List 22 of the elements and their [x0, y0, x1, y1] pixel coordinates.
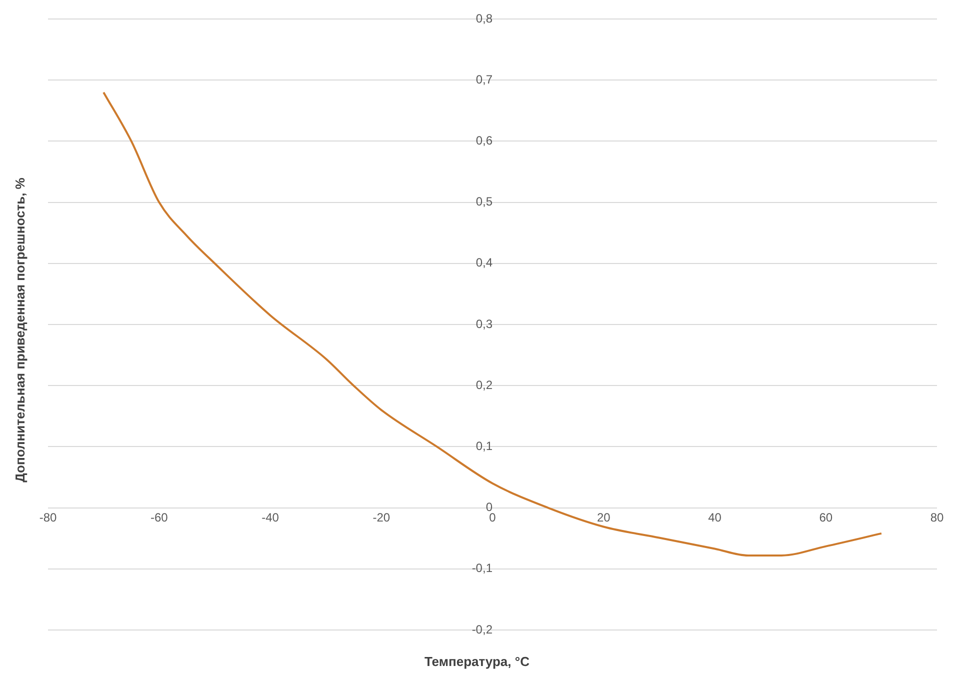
y-tick-label: 0,6 — [476, 134, 493, 148]
y-tick-label: -0,1 — [472, 561, 493, 576]
y-tick-label: 0,4 — [476, 256, 493, 270]
y-axis-title: Дополнительная приведенная погрешность, % — [12, 178, 28, 482]
x-tick-label: 40 — [708, 510, 722, 524]
y-tick-label: 0 — [486, 500, 493, 514]
x-tick-label: 60 — [819, 510, 833, 524]
y-tick-label: 0,3 — [476, 316, 493, 331]
y-tick-label: 0,1 — [476, 439, 493, 454]
line-series — [102, 91, 882, 556]
x-axis-title: Температура, °C — [424, 654, 530, 669]
x-tick-label: -20 — [372, 510, 390, 524]
x-tick-label: 20 — [596, 510, 611, 524]
x-tick-label: -80 — [39, 510, 57, 524]
x-tick-label: 80 — [930, 510, 944, 524]
y-tick-label: -0,2 — [472, 622, 493, 636]
y-tick-label: 0,2 — [476, 378, 493, 392]
y-tick-label: 0,5 — [476, 194, 493, 209]
x-tick-label: -40 — [262, 510, 280, 524]
x-tick-label: -60 — [150, 510, 168, 524]
y-tick-label: 0,8 — [476, 11, 493, 26]
y-tick-label: 0,7 — [476, 72, 493, 86]
